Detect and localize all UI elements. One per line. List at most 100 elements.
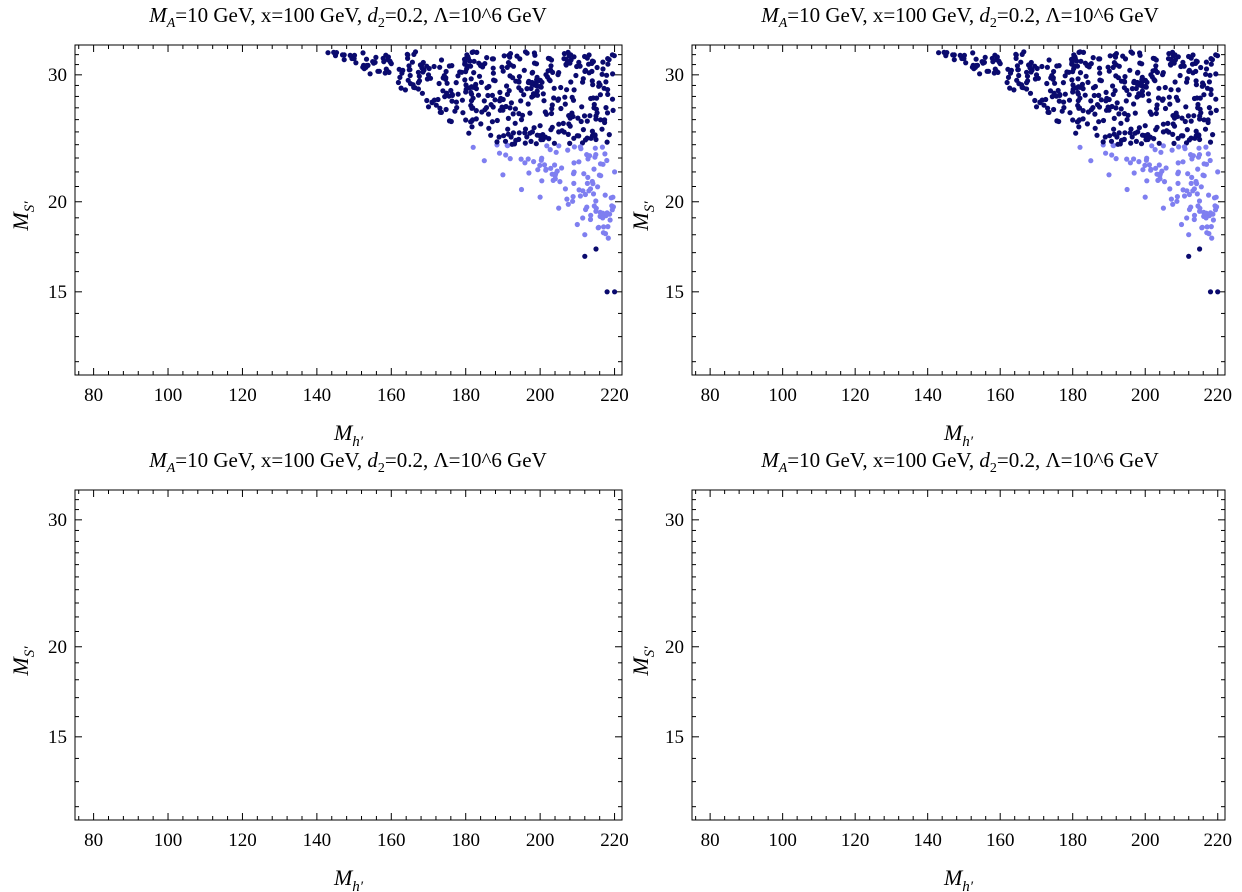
scatter-point	[419, 90, 425, 96]
scatter-point	[1197, 113, 1203, 119]
scatter-point	[1152, 78, 1158, 84]
scatter-point	[576, 159, 582, 165]
scatter-point	[1054, 118, 1060, 124]
scatter-point	[1178, 133, 1185, 139]
scatter-point	[332, 53, 339, 59]
scatter-point	[500, 172, 506, 178]
scatter-point	[1195, 154, 1202, 160]
title-m-subscript: A	[778, 461, 788, 476]
scatter-point	[608, 195, 614, 201]
scatter-point	[1170, 131, 1176, 137]
scatter-point	[424, 63, 430, 69]
scatter-point	[1193, 78, 1199, 84]
scatter-point	[597, 161, 604, 167]
scatter-point	[1106, 172, 1112, 178]
scatter-point	[1061, 99, 1067, 105]
scatter-point	[1122, 74, 1128, 80]
scatter-point	[570, 171, 577, 177]
scatter-point	[1144, 178, 1150, 184]
scatter-point	[415, 69, 421, 75]
scatter-point	[1046, 57, 1052, 63]
scatter-point	[460, 110, 466, 116]
scatter-point	[412, 85, 418, 91]
scatter-point	[1171, 123, 1178, 129]
scatter-point	[1094, 102, 1101, 108]
scatter-point	[522, 130, 528, 136]
x-tick-label: 200	[526, 385, 555, 406]
scatter-point	[1184, 127, 1190, 133]
scatter-point	[1162, 84, 1168, 91]
scatter-point	[1199, 224, 1205, 230]
scatter-point	[1124, 117, 1130, 123]
scatter-point	[518, 87, 524, 93]
scatter-point	[570, 194, 576, 200]
x-axis-label: Mh′	[333, 865, 364, 892]
scatter-point	[1125, 112, 1131, 118]
y-tick-label: 15	[665, 727, 684, 748]
scatter-point	[1132, 110, 1138, 116]
scatter-point	[449, 98, 455, 104]
scatter-point	[578, 118, 584, 125]
scatter-point	[539, 178, 545, 184]
scatter-point	[442, 94, 448, 100]
title-d-symbol: d	[979, 3, 990, 27]
scatter-point	[1139, 79, 1145, 86]
scatter-point	[1107, 133, 1113, 139]
scatter-point	[381, 59, 387, 65]
scatter-point	[574, 133, 580, 139]
scatter-point	[1207, 210, 1214, 216]
scatter-point	[1102, 134, 1108, 140]
scatter-point	[584, 180, 591, 186]
y-tick-label: 15	[665, 282, 684, 303]
title-d-symbol: d	[367, 3, 378, 27]
scatter-point	[576, 59, 582, 65]
title-m-symbol: M	[148, 3, 168, 27]
title-m-symbol: M	[760, 3, 780, 27]
scatter-point	[1076, 124, 1082, 130]
scatter-point	[552, 162, 558, 168]
scatter-point	[531, 159, 537, 165]
scatter-point	[1184, 188, 1190, 194]
x-tick-label: 160	[986, 830, 1015, 851]
scatter-point	[1075, 98, 1081, 104]
scatter-point	[1213, 107, 1219, 113]
title-mid: =10 GeV, x=100 GeV,	[787, 3, 979, 27]
scatter-point	[1133, 85, 1139, 92]
x-tick-label: 80	[701, 385, 720, 406]
scatter-point	[503, 152, 509, 158]
scatter-point	[1069, 77, 1075, 83]
scatter-point	[507, 105, 513, 111]
scatter-point	[443, 68, 449, 75]
scatter-point	[994, 57, 1000, 63]
scatter-point	[612, 169, 618, 175]
scatter-point	[541, 98, 547, 104]
scatter-point	[558, 84, 564, 91]
scatter-point	[1071, 66, 1077, 72]
scatter-point	[1088, 158, 1094, 164]
scatter-point	[1044, 64, 1050, 70]
scatter-point	[1032, 63, 1038, 69]
scatter-point	[488, 102, 494, 108]
scatter-point	[1203, 215, 1209, 221]
scatter-point	[516, 130, 522, 136]
scatter-point	[593, 246, 599, 252]
scatter-point	[1209, 235, 1215, 241]
scatter-point	[571, 160, 577, 166]
scatter-point	[1213, 52, 1219, 58]
scatter-point	[602, 192, 608, 198]
scatter-point	[489, 56, 495, 62]
scatter-point	[395, 79, 401, 86]
scatter-point	[531, 50, 538, 56]
scatter-point	[1027, 65, 1033, 71]
scatter-point	[1174, 194, 1180, 200]
scatter-point	[507, 156, 513, 162]
scatter-point	[1098, 97, 1104, 103]
scatter-point	[1208, 61, 1214, 67]
scatter-point	[1126, 92, 1132, 98]
scatter-point	[1080, 108, 1086, 114]
scatter-point	[1210, 217, 1216, 223]
scatter-point	[1133, 138, 1139, 144]
scatter-point	[438, 57, 445, 63]
x-tick-label: 140	[303, 830, 332, 851]
scatter-point	[568, 52, 574, 58]
